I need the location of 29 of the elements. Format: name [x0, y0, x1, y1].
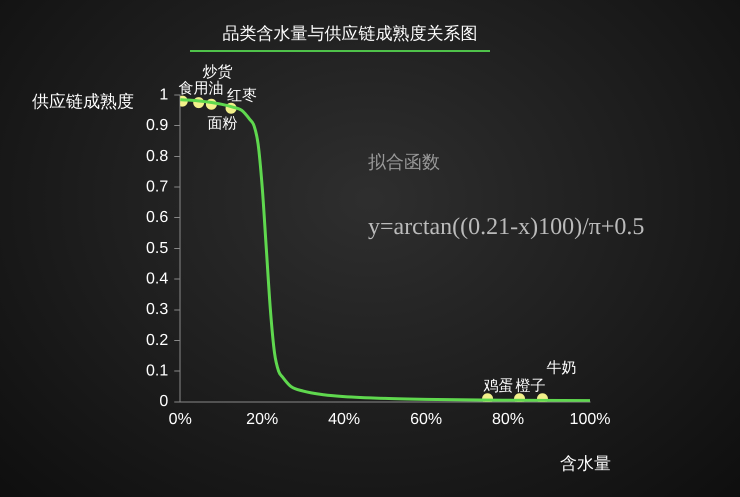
y-tick-label: 1	[159, 86, 168, 104]
annotation: 炒货	[202, 62, 233, 81]
x-tick-label: 40%	[328, 410, 360, 428]
y-tick-label: 0.5	[146, 240, 168, 257]
x-tick-label: 60%	[410, 410, 442, 428]
y-tick-label: 0.3	[146, 301, 168, 318]
annotation: 食用油	[178, 79, 224, 98]
y-tick-label: 0.1	[146, 362, 168, 380]
annotation: 拟合函数	[368, 151, 441, 174]
y-tick-label: 0.9	[146, 117, 168, 134]
y-tick-label: 0.6	[146, 209, 168, 226]
x-axis-title: 含水量	[560, 453, 611, 475]
annotation: 鸡蛋	[482, 376, 514, 395]
x-tick-label: 0%	[168, 410, 192, 428]
y-tick-label: 0.4	[146, 270, 168, 288]
annotation: 红枣	[227, 86, 258, 104]
annotation: 牛奶	[546, 358, 576, 377]
x-tick-label: 100%	[570, 410, 610, 428]
y-tick-label: 0	[159, 393, 168, 410]
annotation: 面粉	[207, 114, 238, 132]
y-tick-label: 0.7	[146, 178, 168, 196]
y-axis-title: 供应链成熟度	[32, 91, 134, 113]
annotation: 橙子	[516, 376, 546, 395]
y-tick-label: 0.8	[146, 148, 168, 165]
chart-title: 品类含水量与供应链成熟度关系图	[222, 23, 478, 45]
x-tick-label: 20%	[246, 410, 278, 428]
annotation: y=arctan((0.21-x)100)/π+0.5	[368, 214, 644, 241]
y-tick-label: 0.2	[146, 332, 168, 349]
x-tick-label: 80%	[492, 410, 524, 428]
